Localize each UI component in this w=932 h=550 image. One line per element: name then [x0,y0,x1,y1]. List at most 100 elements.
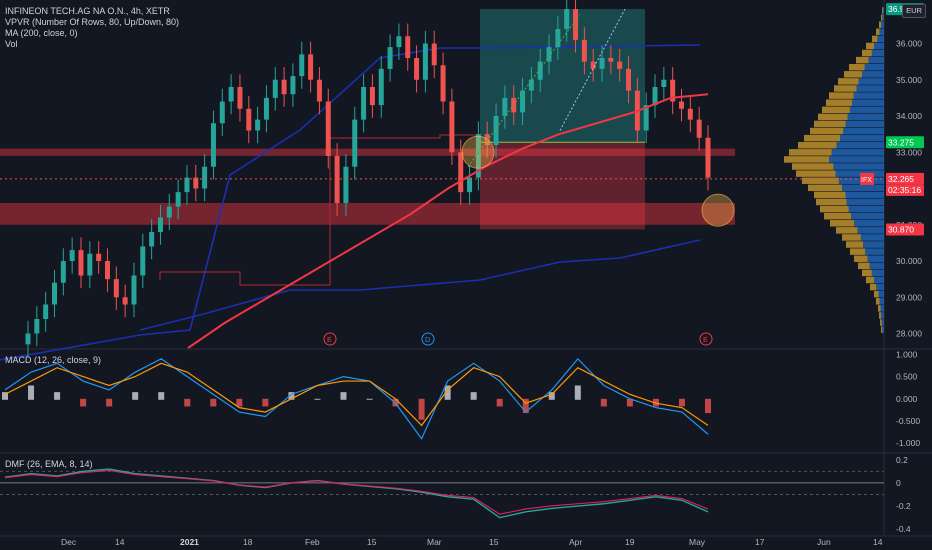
candle-body [184,177,190,193]
macd-histogram-bar [340,392,347,400]
candle-body [449,101,455,153]
vpvr-bar-down [796,170,836,177]
macd-histogram-bar [626,398,633,407]
candle-body [679,101,685,109]
vpvr-bar-up [877,35,884,43]
macd-histogram-bar [236,398,243,407]
candle-body [193,177,199,189]
ma-200-line [187,93,709,349]
trend-dotted-line [559,8,626,131]
x-tick-label: Jun [817,537,831,547]
upper-band-line [0,44,701,361]
candle-body [546,47,552,62]
vpvr-bar-up [854,220,884,227]
candle-body [617,61,623,69]
vpvr-bar-up [881,21,884,28]
candle-body [378,68,384,106]
y-tick-label: 35.000 [896,75,922,85]
main-legend: INFINEON TECH.AG NA O.N., 4h, XETR VPVR … [5,6,179,50]
candle-body [157,217,163,232]
vpvr-bar-down [830,220,855,227]
macd-signal-line [4,362,709,427]
macd-histogram-bar [574,385,581,400]
macd-legend[interactable]: MACD (12, 26, close, 9) [5,355,102,365]
candle-body [237,87,243,109]
vpvr-bar-down [876,298,880,305]
candle-body [149,232,155,247]
vpvr-bar-down [862,269,872,277]
event-marker-label: D [425,335,431,344]
candle-body [352,119,358,167]
candle-body [581,39,587,62]
candle-body [369,87,375,106]
vpvr-bar-up [862,71,884,78]
vpvr-bar-down [804,134,840,142]
indicator-vol[interactable]: Vol [5,39,18,49]
vpvr-bar-down [881,14,883,21]
candle-body [175,192,181,207]
price-label: 36.950 [888,4,914,14]
vpvr-bar-down [850,248,866,255]
chart-title: INFINEON TECH.AG NA O.N., 4h, XETR [5,6,170,16]
macd-histogram-bar [444,385,451,400]
candle-body [643,105,649,131]
candle-body [475,134,481,178]
vpvr-bar-up [869,262,884,270]
indicator-vpvr[interactable]: VPVR (Number Of Rows, 80, Up/Down, 80) [5,17,180,27]
x-tick-label: 18 [243,537,253,547]
x-tick-label: 15 [489,537,499,547]
candle-body [325,101,331,156]
currency-button[interactable]: EUR [902,4,926,18]
session-profile-line [159,134,480,286]
x-tick-label: 19 [625,537,635,547]
macd-histogram-bar [80,398,87,407]
vpvr-bar-down [854,255,868,262]
x-tick-label: Dec [61,537,77,547]
macd-histogram-bar [418,398,425,420]
highlight-circle [701,193,735,227]
macd-y-tick: -1.000 [896,438,920,448]
candle-body [281,79,287,95]
vpvr-bar-up [882,7,884,14]
x-tick-label: May [689,537,706,547]
candle-body [705,137,711,178]
vpvr-bar-up [842,184,884,192]
long-position-stop-zone [480,142,645,230]
countdown-label: 02:35:16 [888,185,921,195]
indicator-ma[interactable]: MA (200, close, 0) [5,28,78,38]
resistance-zone [0,148,735,156]
vpvr-bar-down [822,106,850,114]
candle-body [537,61,543,80]
candle-body [696,119,702,138]
dmf-legend[interactable]: DMF (26, EMA, 8, 14) [5,459,93,469]
dmf-y-tick: -0.4 [896,524,911,534]
candle-body [590,61,596,69]
candle-body [422,43,428,80]
vpvr-bar-down [846,241,864,248]
trend-dotted-line [467,14,581,168]
candle-body [87,253,93,276]
vpvr-bar-down [849,63,865,71]
support-zone [0,203,735,225]
candle-body [599,58,605,69]
candle-body [272,79,278,98]
dmf-y-tick: 0.2 [896,455,908,465]
macd-histogram-bar [314,398,321,400]
vpvr-bar-down [882,7,883,14]
x-tick-label: 14 [115,537,125,547]
macd-histogram-bar [522,398,529,414]
event-marker [699,332,713,346]
vpvr-bar-up [846,198,884,206]
candle-body [520,90,526,113]
vpvr-bar-up [856,85,884,92]
price-label: 30.870 [888,224,914,234]
dmf-y-tick: 0 [896,478,901,488]
vpvr-bar-down [814,120,846,128]
x-tick-label: 14 [873,537,883,547]
vpvr-bar-up [864,63,884,71]
lower-band-line [139,239,701,331]
macd-y-tick: 0.000 [896,394,918,404]
candle-body [78,250,84,276]
vpvr-bar-down [826,99,853,106]
